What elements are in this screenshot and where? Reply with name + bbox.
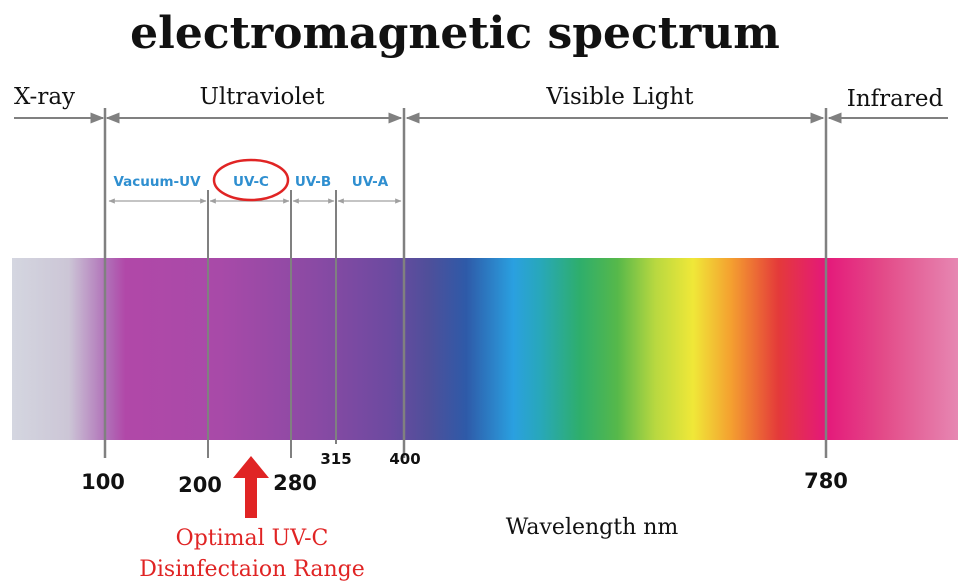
uv-sub-lines xyxy=(207,190,337,458)
callout-line-2: Disinfectaion Range xyxy=(139,557,365,582)
region-label-visible: Visible Light xyxy=(545,84,694,110)
uv-label-uvb: UV-B xyxy=(295,174,331,190)
tick-label-400: 400 xyxy=(389,450,420,468)
tick-label-315: 315 xyxy=(320,450,351,468)
region-label-xray: X-ray xyxy=(14,84,75,110)
spectrum-band xyxy=(12,258,958,440)
boundary-lines xyxy=(103,108,828,458)
region-label-ultraviolet: Ultraviolet xyxy=(199,84,325,110)
uv-label-uvc: UV-C xyxy=(233,174,269,190)
tick-label-280: 280 xyxy=(273,471,317,495)
callout-line-1: Optimal UV-C xyxy=(176,526,329,551)
axis-label: Wavelength nm xyxy=(506,515,679,540)
tick-label-200: 200 xyxy=(178,473,222,497)
page-title: electromagnetic spectrum xyxy=(130,8,780,59)
region-label-infrared: Infrared xyxy=(847,86,944,112)
uvc-highlight-circle xyxy=(212,158,290,202)
uv-label-uva: UV-A xyxy=(352,174,389,190)
uv-label-vacuum: Vacuum-UV xyxy=(113,174,201,190)
tick-label-780: 780 xyxy=(804,469,848,493)
callout-arrow-icon xyxy=(233,456,269,518)
tick-label-100: 100 xyxy=(81,470,125,494)
